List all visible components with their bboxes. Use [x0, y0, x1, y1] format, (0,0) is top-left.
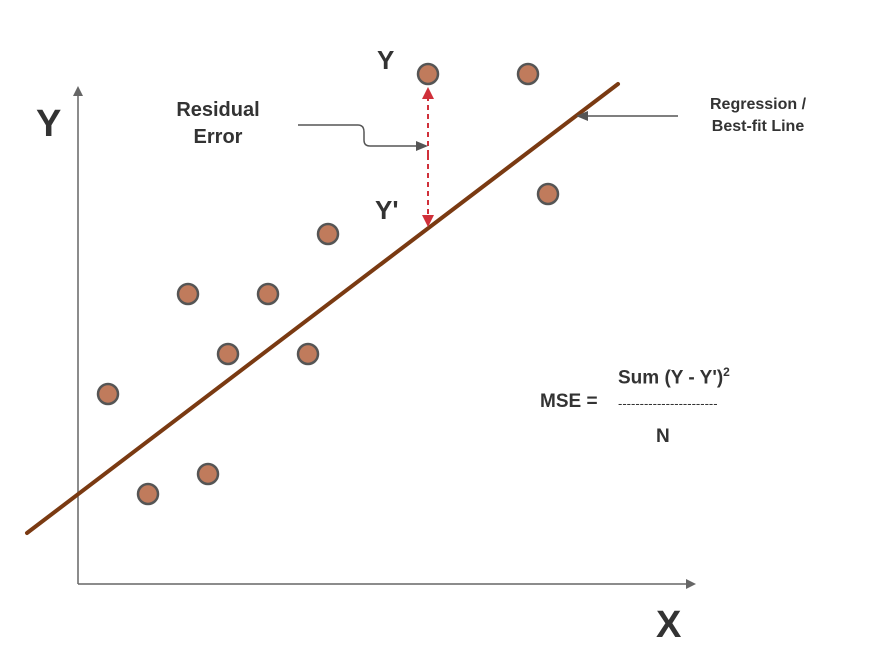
mse-lhs: MSE = [540, 391, 598, 412]
mse-numerator-text: Sum (Y - Y') [618, 367, 724, 389]
mse-numerator: Sum (Y - Y')2 [618, 365, 730, 389]
x-axis-label: X [656, 604, 682, 646]
data-point [416, 62, 440, 86]
data-point [96, 382, 120, 406]
data-point [216, 342, 240, 366]
mse-exponent: 2 [723, 365, 730, 379]
data-point [296, 342, 320, 366]
observed-y-label: Y [377, 45, 395, 75]
mse-denominator: N [656, 426, 670, 447]
data-point [256, 282, 280, 306]
data-point [176, 282, 200, 306]
residual-error-label: Residual Error [162, 97, 274, 151]
data-point [136, 482, 160, 506]
predicted-y-label: Y' [375, 195, 399, 225]
regression-line [25, 82, 620, 535]
data-point [516, 62, 540, 86]
regression-label-line1: Regression / [709, 96, 807, 113]
data-point [196, 462, 220, 486]
residual-error-pointer-arrow [298, 124, 428, 151]
data-point [316, 222, 340, 246]
regression-label-line2: Best-fit Line [711, 118, 805, 135]
residual-error-line2: Error [193, 126, 243, 148]
mse-fraction-bar: ----------------------- [618, 396, 718, 411]
residual-error-line1: Residual [176, 99, 260, 121]
y-axis-label: Y [36, 103, 62, 145]
regression-label: Regression / Best-fit Line [694, 94, 822, 138]
data-point [536, 182, 560, 206]
